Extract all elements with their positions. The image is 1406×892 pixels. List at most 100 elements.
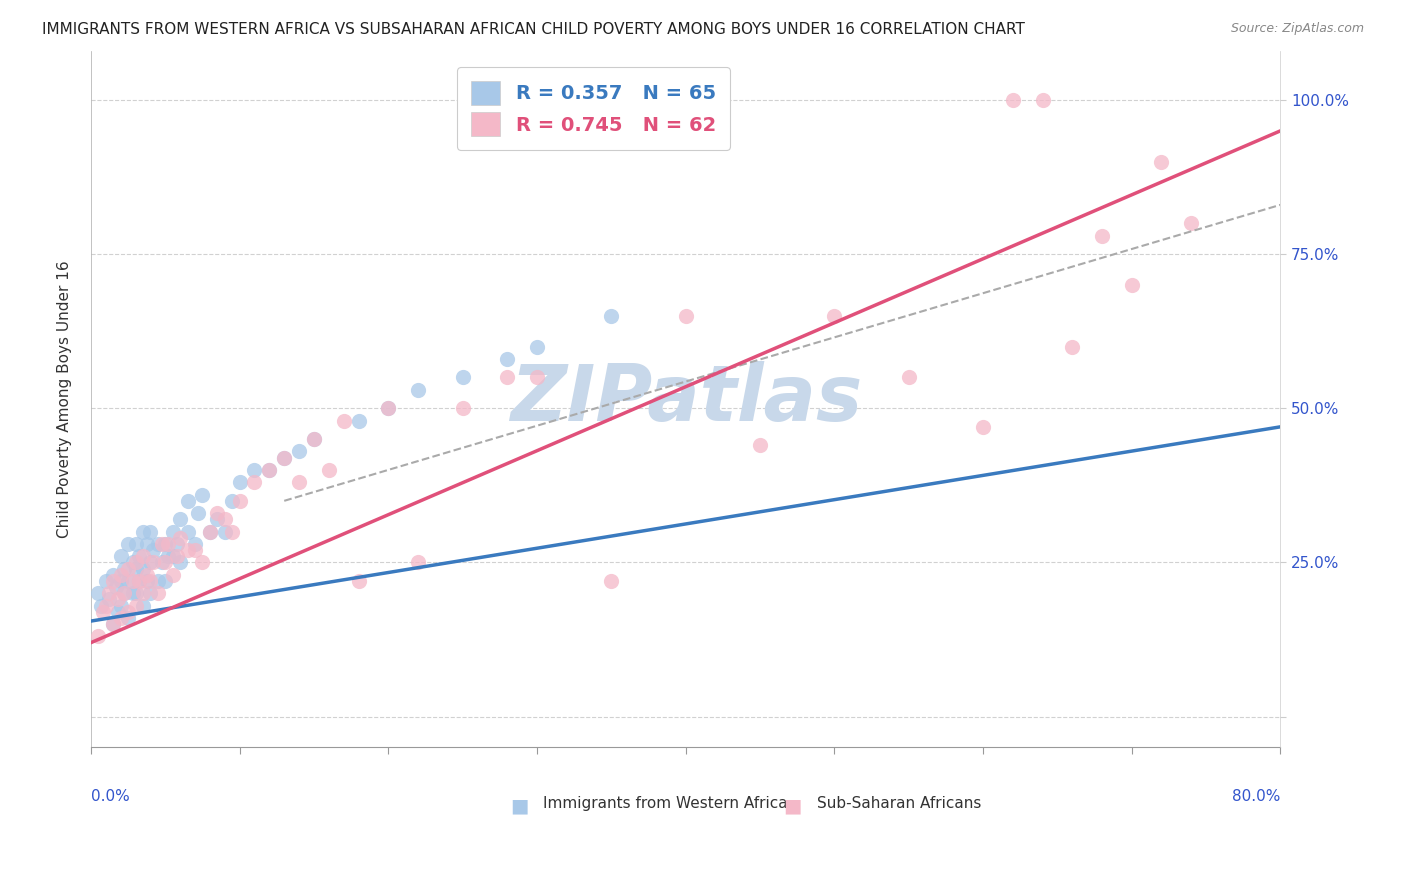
Point [132, 549, 155, 564]
Text: ■: ■ [783, 797, 801, 815]
Text: Immigrants from Western Africa: Immigrants from Western Africa [543, 797, 787, 811]
Point [124, 556, 146, 570]
Point [107, 592, 129, 607]
Point [496, 370, 519, 384]
Point [139, 524, 162, 539]
Point [121, 586, 143, 600]
Point [600, 574, 623, 588]
Text: ■: ■ [510, 797, 529, 815]
Point [191, 556, 214, 570]
Point [526, 370, 548, 384]
Point [221, 493, 243, 508]
Point [142, 556, 165, 570]
Point [136, 574, 159, 588]
Text: IMMIGRANTS FROM WESTERN AFRICA VS SUBSAHARAN AFRICAN CHILD POVERTY AMONG BOYS UN: IMMIGRANTS FROM WESTERN AFRICA VS SUBSAH… [42, 22, 1025, 37]
Point [121, 556, 143, 570]
Text: Sub-Saharan Africans: Sub-Saharan Africans [817, 797, 981, 811]
Point [1150, 154, 1173, 169]
Point [228, 475, 250, 490]
Point [600, 309, 623, 323]
Point [146, 574, 169, 588]
Point [112, 586, 135, 600]
Point [302, 432, 325, 446]
Point [273, 450, 295, 465]
Text: 0.0%: 0.0% [91, 789, 129, 805]
Point [132, 586, 155, 600]
Point [243, 475, 266, 490]
Point [169, 556, 191, 570]
Point [259, 463, 281, 477]
Point [124, 599, 146, 613]
Point [288, 475, 311, 490]
Point [749, 438, 772, 452]
Point [162, 567, 184, 582]
Point [110, 574, 132, 588]
Point [117, 605, 139, 619]
Point [184, 537, 207, 551]
Point [97, 586, 120, 600]
Point [1001, 93, 1024, 107]
Point [103, 617, 125, 632]
Point [90, 599, 112, 613]
Point [124, 586, 146, 600]
Point [318, 463, 340, 477]
Point [139, 556, 162, 570]
Point [198, 524, 221, 539]
Point [273, 450, 295, 465]
Point [97, 592, 120, 607]
Point [526, 340, 548, 354]
Point [169, 531, 191, 545]
Text: Source: ZipAtlas.com: Source: ZipAtlas.com [1230, 22, 1364, 36]
Point [157, 549, 180, 564]
Point [155, 537, 177, 551]
Point [675, 309, 697, 323]
Point [128, 549, 150, 564]
Text: ZIPatlas: ZIPatlas [509, 361, 862, 437]
Point [110, 567, 132, 582]
Point [1031, 93, 1053, 107]
Point [1062, 340, 1084, 354]
Point [124, 537, 146, 551]
Point [146, 586, 169, 600]
Point [105, 580, 128, 594]
Point [332, 414, 354, 428]
Point [117, 562, 139, 576]
Point [110, 549, 132, 564]
Point [132, 562, 155, 576]
Point [214, 524, 236, 539]
Point [139, 574, 162, 588]
Point [155, 556, 177, 570]
Point [162, 549, 184, 564]
Point [166, 549, 188, 564]
Point [198, 524, 221, 539]
Point [451, 370, 474, 384]
Point [1121, 278, 1143, 293]
Point [103, 617, 125, 632]
Point [176, 543, 198, 558]
Point [347, 574, 370, 588]
Point [496, 351, 519, 366]
Point [146, 537, 169, 551]
Point [150, 556, 173, 570]
Point [406, 556, 429, 570]
Point [228, 493, 250, 508]
Point [132, 524, 155, 539]
Point [142, 543, 165, 558]
Point [1091, 228, 1114, 243]
Point [897, 370, 920, 384]
Point [117, 574, 139, 588]
Point [347, 414, 370, 428]
Point [214, 512, 236, 526]
Point [155, 574, 177, 588]
Point [169, 512, 191, 526]
Point [406, 383, 429, 397]
Point [112, 562, 135, 576]
Point [87, 630, 110, 644]
Point [94, 599, 117, 613]
Point [184, 543, 207, 558]
Legend: R = 0.357   N = 65, R = 0.745   N = 62: R = 0.357 N = 65, R = 0.745 N = 62 [457, 68, 730, 150]
Point [187, 506, 209, 520]
Point [132, 599, 155, 613]
Point [128, 574, 150, 588]
Point [139, 586, 162, 600]
